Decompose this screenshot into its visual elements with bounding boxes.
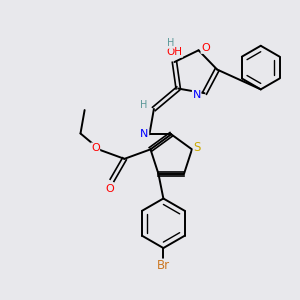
Text: O: O xyxy=(106,184,114,194)
Text: O: O xyxy=(201,43,210,53)
Text: OH: OH xyxy=(167,47,182,57)
Text: Br: Br xyxy=(157,260,170,272)
Text: N: N xyxy=(193,90,201,100)
Text: H: H xyxy=(140,100,148,110)
Text: N: N xyxy=(140,129,149,139)
Text: S: S xyxy=(193,141,201,154)
Text: O: O xyxy=(91,143,100,153)
Text: H: H xyxy=(167,38,174,48)
